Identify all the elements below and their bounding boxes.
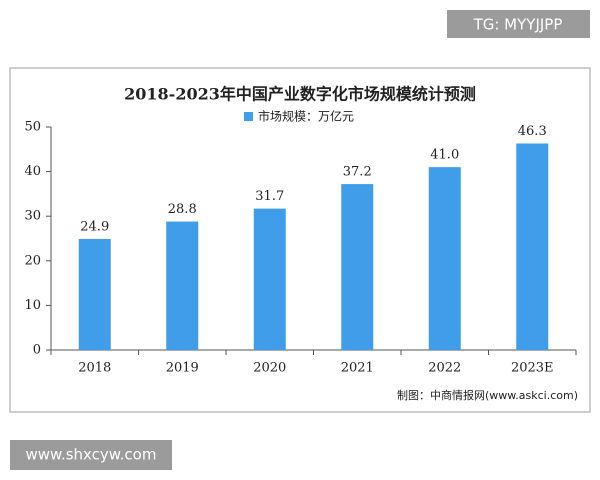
- bar: [78, 238, 111, 350]
- bar: [253, 208, 286, 350]
- x-tick-label: 2022: [428, 361, 461, 376]
- bar: [516, 143, 549, 350]
- bar: [166, 221, 199, 350]
- value-label: 46.3: [518, 124, 547, 139]
- overlay-text: www.shxcyw.com: [26, 446, 157, 464]
- y-tick-label: 40: [24, 164, 41, 179]
- bar: [428, 167, 461, 350]
- legend-label: 市场规模：万亿元: [258, 109, 354, 124]
- bar: [341, 184, 374, 350]
- legend-swatch: [244, 112, 253, 121]
- source-note: 制图：中商情报网(www.askci.com): [397, 388, 578, 402]
- value-label: 41.0: [430, 148, 459, 163]
- value-label: 24.9: [80, 219, 109, 234]
- y-tick-label: 0: [33, 343, 41, 358]
- x-tick-label: 2019: [166, 361, 199, 376]
- y-tick-label: 50: [24, 120, 41, 135]
- y-tick-label: 30: [24, 209, 41, 224]
- overlay-box: [447, 10, 590, 38]
- value-label: 31.7: [255, 189, 284, 204]
- x-tick-label: 2021: [341, 361, 374, 376]
- overlay-box: [10, 440, 172, 470]
- chart-title: 2018-2023年中国产业数字化市场规模统计预测: [124, 85, 476, 104]
- x-tick-label: 2020: [253, 361, 286, 376]
- value-label: 28.8: [168, 202, 197, 217]
- x-tick-label: 2018: [78, 361, 111, 376]
- value-label: 37.2: [343, 165, 372, 180]
- overlay-text: TG: MYYJJPP: [473, 16, 563, 34]
- y-tick-label: 20: [24, 253, 41, 268]
- x-tick-label: 2023E: [511, 361, 554, 376]
- y-tick-label: 10: [24, 298, 41, 313]
